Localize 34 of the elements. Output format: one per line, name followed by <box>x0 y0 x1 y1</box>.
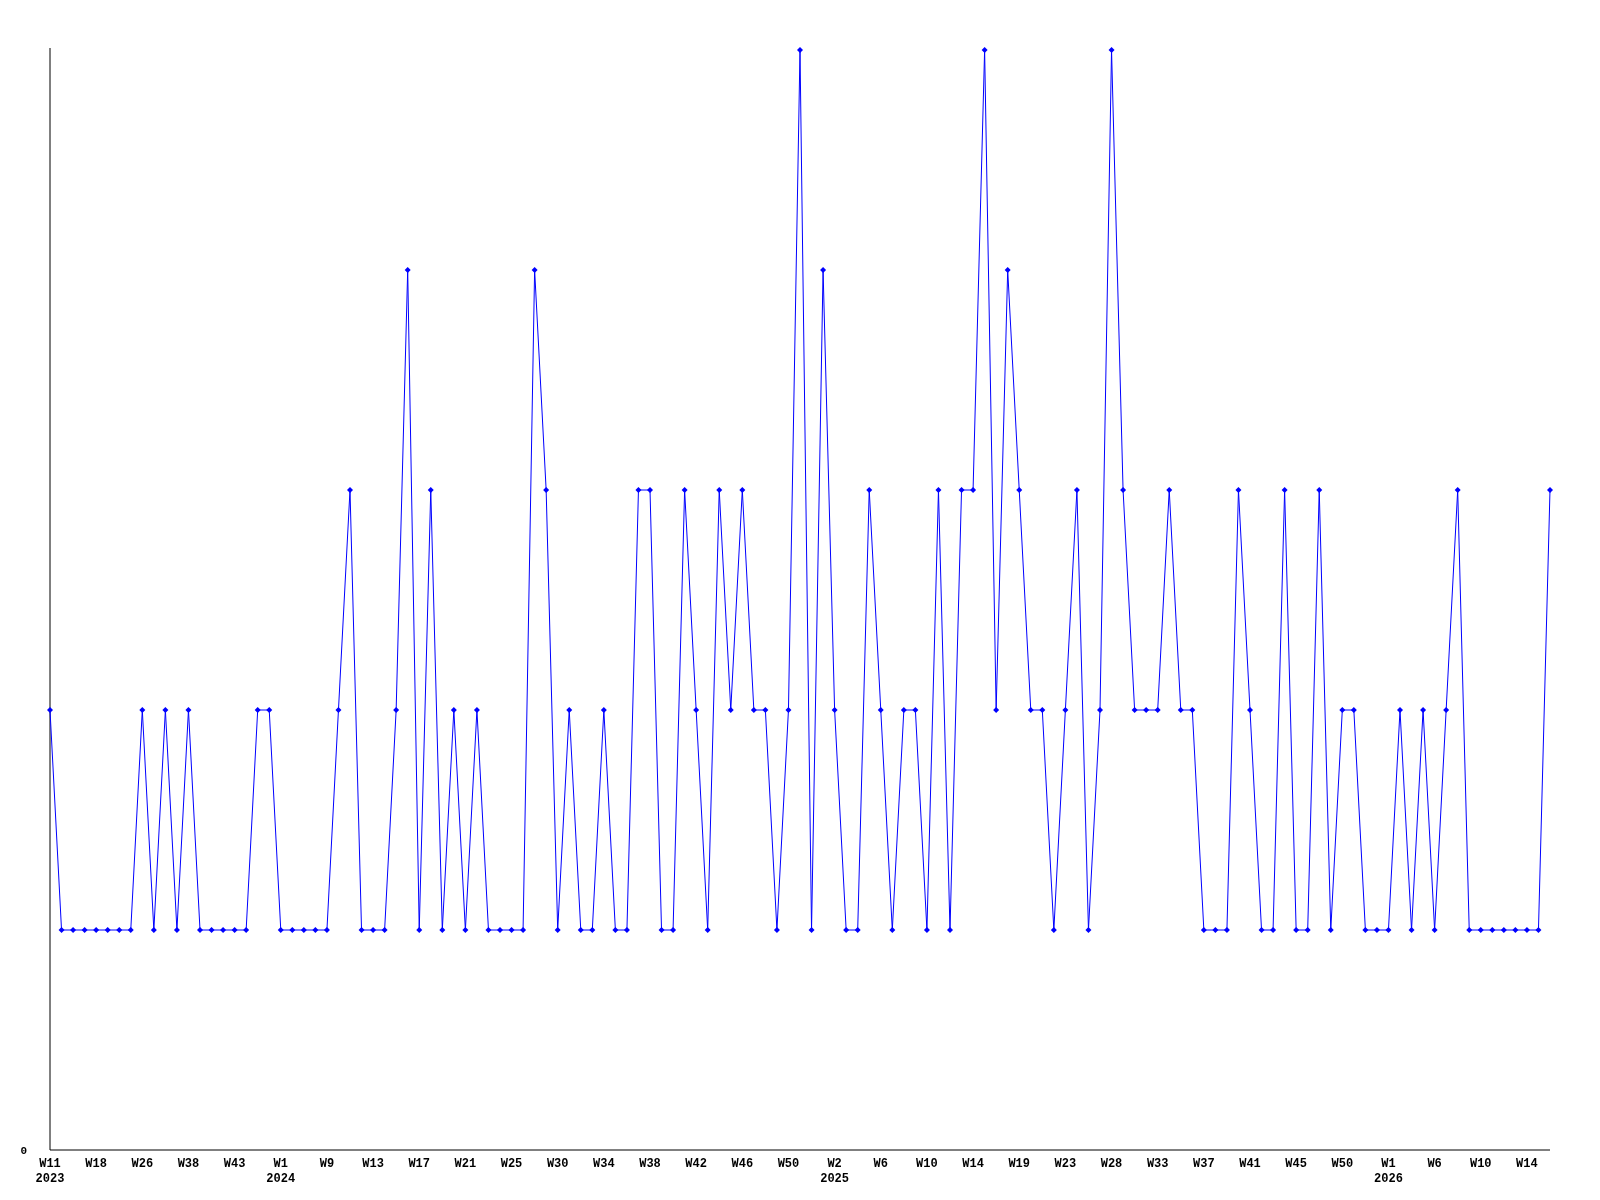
x-tick-label: W13 <box>362 1157 384 1171</box>
x-tick-label: W21 <box>454 1157 477 1171</box>
x-tick-label: W17 <box>408 1157 431 1171</box>
x-tick-label: W25 <box>500 1157 523 1171</box>
x-tick-label: W45 <box>1285 1157 1307 1171</box>
x-tick-label: W30 <box>546 1157 569 1171</box>
x-tick-label: W37 <box>1193 1157 1215 1171</box>
x-tick-label: W6 <box>873 1157 888 1171</box>
x-tick-label: W38 <box>639 1157 661 1171</box>
x-tick-label: W19 <box>1008 1157 1031 1171</box>
x-tick-label: W46 <box>731 1157 754 1171</box>
x-tick-label: W33 <box>1146 1157 1169 1171</box>
x-tick-label: W28 <box>1100 1157 1123 1171</box>
x-tick-label: W50 <box>777 1157 800 1171</box>
x-tick-label: W1 2024 <box>266 1157 296 1186</box>
x-tick-label: W26 <box>131 1157 154 1171</box>
x-tick-label: W10 <box>916 1157 938 1171</box>
x-tick-label: W2 2025 <box>820 1157 850 1186</box>
x-tick-label: W18 <box>85 1157 107 1171</box>
x-tick-label: W1 2026 <box>1374 1157 1403 1186</box>
x-tick-label: W43 <box>223 1157 246 1171</box>
x-tick-label: W23 <box>1054 1157 1077 1171</box>
x-tick-label: W14 <box>1516 1157 1538 1171</box>
x-tick-label: W10 <box>1469 1157 1492 1171</box>
x-tick-label: W9 <box>319 1157 335 1171</box>
x-tick-label: W34 <box>593 1157 615 1171</box>
text: 0 <box>20 1144 27 1157</box>
x-tick-label: W38 <box>177 1157 200 1171</box>
x-tick-label: W6 <box>1427 1157 1442 1171</box>
x-tick-label: W42 <box>685 1157 707 1171</box>
x-tick-label: W11 2023 <box>35 1157 65 1186</box>
x-tick-label: W41 <box>1239 1157 1261 1171</box>
x-tick-label: W14 <box>962 1157 984 1171</box>
x-tick-label: W50 <box>1331 1157 1354 1171</box>
